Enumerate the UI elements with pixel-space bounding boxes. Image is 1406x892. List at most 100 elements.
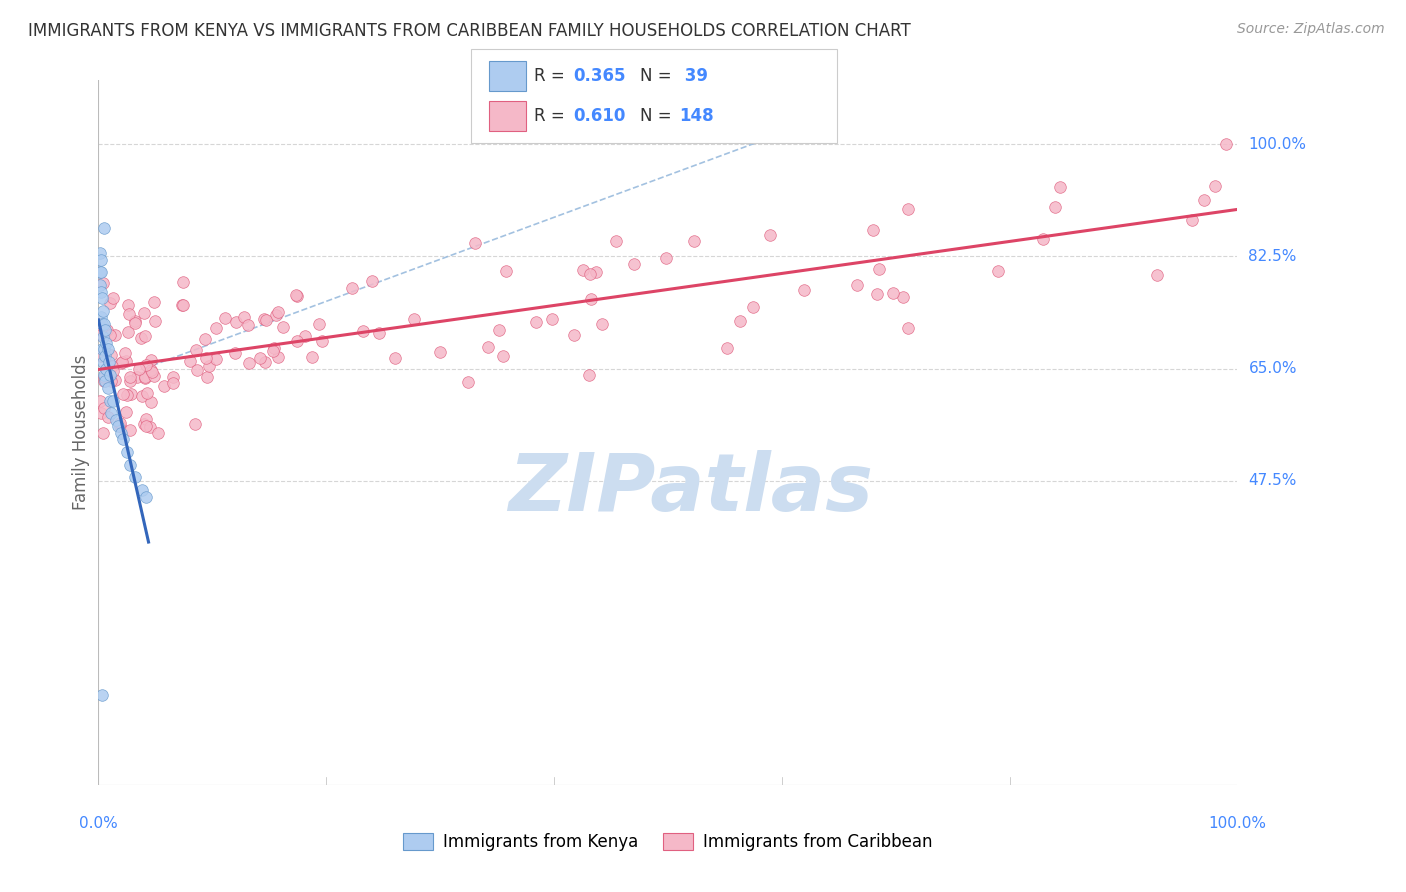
Point — [118, 423, 141, 437]
Point — [96, 381, 118, 395]
Point — [868, 262, 890, 277]
Point — [90, 265, 112, 279]
Point — [100, 374, 122, 388]
Point — [139, 363, 162, 377]
Point — [342, 281, 364, 295]
Point — [90, 349, 112, 363]
Point — [91, 425, 114, 440]
Point — [100, 295, 122, 310]
Point — [152, 379, 174, 393]
Point — [285, 334, 308, 348]
Point — [94, 349, 117, 363]
Text: R =: R = — [534, 107, 571, 125]
Y-axis label: Family Households: Family Households — [72, 355, 90, 510]
Point — [98, 328, 121, 343]
Point — [897, 321, 920, 335]
Point — [90, 406, 112, 420]
Point — [524, 315, 547, 329]
Point — [120, 386, 142, 401]
Point — [100, 406, 122, 420]
Point — [91, 355, 114, 369]
Point — [135, 358, 157, 372]
Point — [1043, 200, 1066, 214]
Point — [93, 317, 115, 331]
Point — [541, 312, 564, 326]
Point — [716, 342, 738, 356]
Point — [142, 369, 165, 384]
Point — [146, 425, 169, 440]
Point — [89, 393, 111, 408]
Point — [112, 386, 135, 401]
Point — [93, 368, 115, 382]
Point — [1194, 194, 1216, 208]
Point — [224, 346, 246, 360]
Point — [114, 405, 136, 419]
Point — [118, 374, 141, 388]
Point — [104, 373, 127, 387]
Point — [96, 361, 118, 376]
Point — [87, 317, 110, 331]
Point — [205, 352, 228, 367]
Point — [495, 264, 517, 278]
Point — [742, 300, 765, 314]
Point — [865, 286, 887, 301]
Text: 39: 39 — [679, 67, 709, 85]
Point — [141, 394, 163, 409]
Point — [125, 370, 148, 384]
Text: 0.365: 0.365 — [574, 67, 626, 85]
Point — [134, 417, 156, 431]
Point — [101, 359, 124, 373]
Point — [91, 304, 114, 318]
Point — [491, 350, 513, 364]
Point — [728, 314, 751, 328]
Point — [97, 355, 120, 369]
Point — [605, 234, 627, 248]
Point — [143, 314, 166, 328]
Point — [1049, 179, 1071, 194]
Point — [103, 364, 125, 378]
Point — [238, 318, 260, 332]
Point — [683, 235, 706, 249]
Point — [90, 688, 112, 702]
Point — [96, 343, 118, 357]
Point — [118, 307, 141, 321]
Point — [118, 370, 141, 384]
Point — [301, 350, 323, 364]
Point — [264, 308, 287, 322]
Point — [249, 351, 271, 365]
Point — [90, 252, 112, 267]
Point — [581, 292, 603, 306]
Point — [457, 375, 479, 389]
Point — [112, 432, 135, 446]
Point — [284, 288, 307, 302]
Text: 0.0%: 0.0% — [79, 815, 118, 830]
Point — [93, 369, 115, 384]
Text: 47.5%: 47.5% — [1249, 473, 1296, 488]
Point — [402, 312, 425, 326]
Point — [162, 370, 184, 384]
Text: IMMIGRANTS FROM KENYA VS IMMIGRANTS FROM CARIBBEAN FAMILY HOUSEHOLDS CORRELATION: IMMIGRANTS FROM KENYA VS IMMIGRANTS FROM… — [28, 22, 911, 40]
Text: R =: R = — [534, 67, 571, 85]
Point — [94, 375, 117, 389]
Point — [87, 326, 110, 341]
Point — [368, 326, 391, 340]
Point — [197, 359, 219, 373]
Point — [172, 275, 194, 289]
Point — [623, 257, 645, 271]
Point — [131, 483, 153, 498]
Point — [96, 323, 118, 337]
Point — [184, 343, 207, 357]
Point — [93, 343, 115, 357]
Point — [93, 220, 115, 235]
Point — [1032, 232, 1054, 246]
Point — [90, 285, 112, 299]
Point — [578, 368, 600, 382]
Point — [572, 263, 595, 277]
Point — [271, 320, 294, 334]
Point — [759, 227, 782, 242]
Point — [129, 331, 152, 345]
Point — [262, 344, 284, 359]
Point — [194, 332, 217, 346]
Point — [120, 458, 142, 472]
Point — [846, 278, 869, 293]
